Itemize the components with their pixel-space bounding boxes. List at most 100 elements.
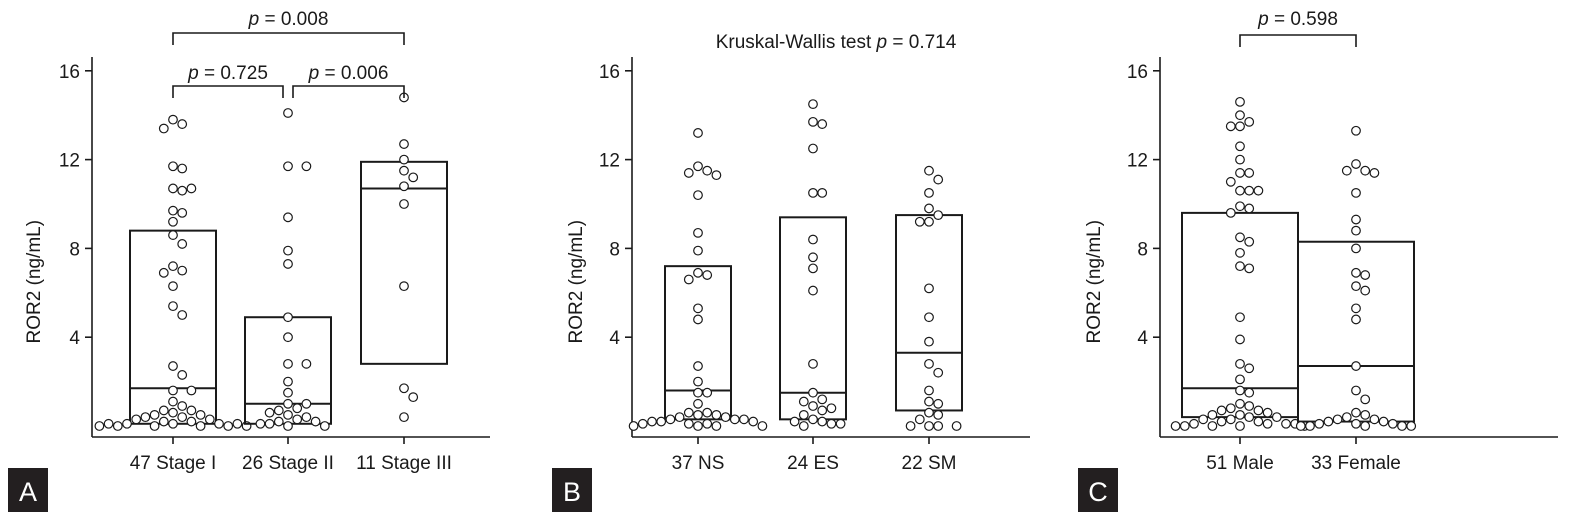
y-axis-label: ROR2 (ng/mL) <box>1084 220 1105 344</box>
data-point <box>1351 281 1361 292</box>
data-point <box>168 230 178 240</box>
data-point <box>808 187 818 198</box>
data-point <box>214 418 224 429</box>
data-point <box>177 163 188 174</box>
data-point <box>789 416 800 427</box>
x-tick-label: 51 Male <box>1206 453 1274 474</box>
data-point <box>924 203 934 214</box>
data-point <box>924 407 934 418</box>
y-tick-label: 16 <box>1127 62 1148 83</box>
data-point <box>301 358 312 369</box>
data-point <box>168 216 178 227</box>
data-point <box>301 398 312 409</box>
data-point <box>186 405 197 416</box>
data-point <box>1360 394 1371 405</box>
data-point <box>933 410 944 420</box>
data-point <box>914 414 925 425</box>
data-point <box>1235 168 1245 178</box>
data-point <box>283 108 293 118</box>
data-point <box>186 385 197 396</box>
data-point <box>168 396 178 407</box>
chart-panel-b: 4 8 12 16 ROR2 (ng/mL) 37 NS 24 ES 22 SM Kruskal… <box>552 32 1030 512</box>
data-point <box>1244 412 1255 423</box>
data-point <box>273 416 284 427</box>
data-point <box>1244 401 1255 411</box>
data-point <box>1378 416 1389 427</box>
data-point <box>656 416 667 427</box>
data-point <box>1235 374 1245 385</box>
data-point <box>399 165 409 176</box>
data-point <box>177 239 188 249</box>
data-point <box>693 398 703 409</box>
data-point <box>748 416 759 427</box>
data-point <box>177 412 188 423</box>
data-point <box>1207 410 1218 420</box>
data-point <box>835 418 846 429</box>
data-point <box>1351 418 1361 429</box>
data-point <box>158 267 169 278</box>
data-point <box>798 396 809 407</box>
data-point <box>693 267 703 278</box>
data-point <box>1351 303 1361 314</box>
x-tick-label: 11 Stage III <box>356 453 452 474</box>
data-point <box>283 259 293 269</box>
chart-panel-c: 4 8 12 16 ROR2 (ng/mL) 51 Male 33 Female p = 0.… <box>1078 9 1558 512</box>
data-point <box>1406 421 1417 431</box>
p-value-label: p = 0.598 <box>1257 9 1338 30</box>
data-point <box>1235 201 1245 212</box>
data-point <box>1323 416 1334 427</box>
data-point <box>693 361 703 371</box>
data-point <box>408 172 419 183</box>
data-point <box>301 412 312 423</box>
data-point <box>399 181 409 192</box>
data-point <box>665 414 676 425</box>
data-point <box>1360 270 1371 280</box>
data-point <box>693 303 703 314</box>
data-point <box>1262 418 1273 429</box>
data-point <box>232 418 243 429</box>
data-point <box>186 416 197 427</box>
x-tick-label: 24 ES <box>787 453 839 474</box>
data-point <box>808 285 818 296</box>
data-point <box>168 161 178 172</box>
data-point <box>1170 421 1181 431</box>
data-point <box>1360 285 1371 296</box>
data-point <box>1207 421 1218 431</box>
data-point <box>711 170 722 181</box>
data-point <box>1235 154 1245 165</box>
data-point <box>914 216 925 227</box>
data-point <box>1235 110 1245 121</box>
data-point <box>1253 185 1264 196</box>
data-point <box>1235 141 1245 152</box>
data-point <box>168 361 178 371</box>
p-value-label: p = 0.725 <box>187 63 268 84</box>
data-point <box>808 252 818 263</box>
data-point <box>399 281 409 292</box>
data-point <box>1235 410 1245 420</box>
data-point <box>1235 398 1245 409</box>
data-point <box>826 418 837 429</box>
data-point <box>168 407 178 418</box>
data-point <box>310 416 321 427</box>
data-point <box>1244 168 1255 178</box>
data-point <box>1235 312 1245 323</box>
data-point <box>1235 247 1245 258</box>
data-point <box>693 314 703 325</box>
data-point <box>186 183 197 194</box>
data-point <box>798 410 809 420</box>
data-point <box>1235 421 1245 431</box>
data-point <box>1351 225 1361 236</box>
panel-letter: B <box>563 477 581 507</box>
data-point <box>808 358 818 369</box>
data-point <box>817 405 828 416</box>
data-point <box>674 412 685 423</box>
data-point <box>177 185 188 196</box>
data-point <box>168 205 178 216</box>
data-point <box>1244 236 1255 247</box>
data-point <box>1216 416 1227 427</box>
data-point <box>808 143 818 154</box>
data-point <box>1351 243 1361 254</box>
data-point <box>273 405 284 416</box>
data-point <box>817 416 828 427</box>
